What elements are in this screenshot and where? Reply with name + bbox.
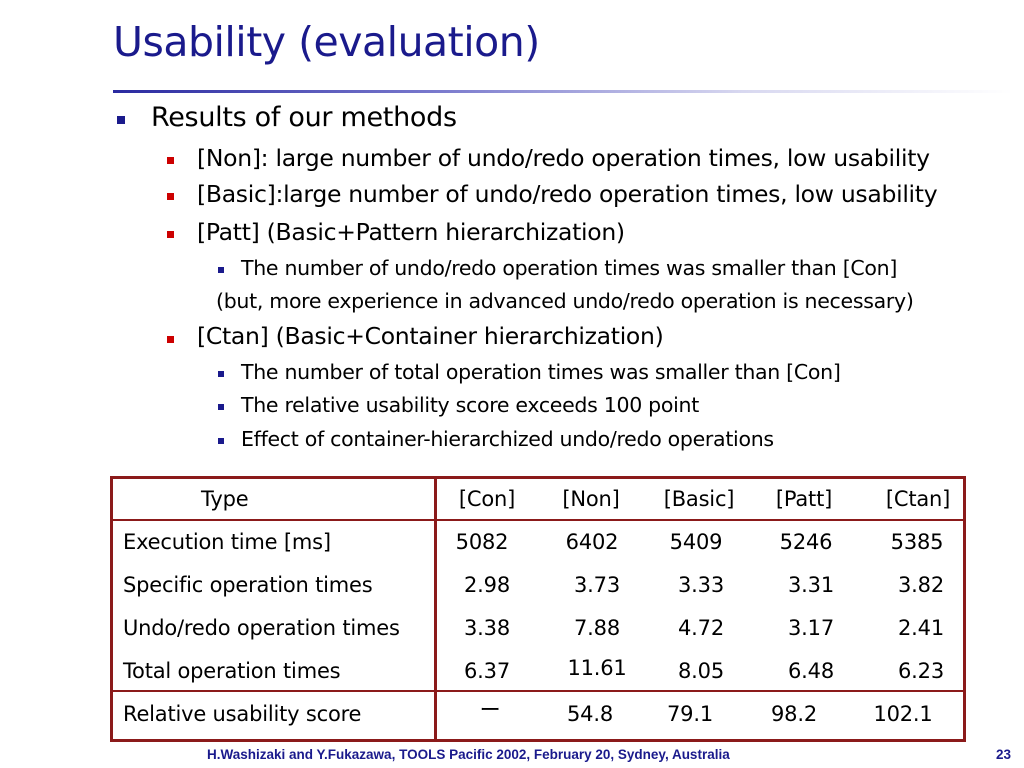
table-header-divider [110, 519, 966, 521]
table-cell: 6.37 [464, 659, 510, 683]
table-footer-divider [110, 690, 966, 692]
bullet-patt: [Patt] (Basic+Pattern hierarchization) [197, 218, 625, 246]
table-cell: 7.88 [574, 616, 620, 640]
table-column-divider [434, 476, 437, 742]
bullet-marker [167, 231, 174, 238]
table-cell: 2.98 [464, 573, 510, 597]
slide-footer: H.Washizaki and Y.Fukazawa, TOOLS Pacifi… [207, 747, 730, 762]
table-cell: 79.1 [667, 702, 713, 726]
table-row-label: Relative usability score [123, 702, 362, 726]
table-header-patt: [Patt] [775, 487, 833, 511]
table-header-ctan: [Ctan] [885, 487, 951, 511]
table-cell: 3.31 [788, 573, 834, 597]
table-cell: 3.73 [574, 573, 620, 597]
table-cell: 6.48 [788, 659, 834, 683]
bullet-ctan-sub3: Effect of container-hierarchized undo/re… [241, 427, 774, 451]
table-cell: 8.05 [678, 659, 724, 683]
slide-title: Usability (evaluation) [113, 18, 540, 66]
table-cell: 5409 [669, 530, 723, 554]
bullet-marker [218, 404, 224, 410]
bullet-ctan-sub2: The relative usability score exceeds 100… [241, 393, 699, 417]
bullet-marker [218, 267, 224, 273]
table-row-label: Undo/redo operation times [123, 616, 400, 640]
title-underline [113, 90, 1013, 93]
table-cell: 5246 [779, 530, 833, 554]
table-cell: 3.17 [788, 616, 834, 640]
bullet-ctan-sub1: The number of total operation times was … [241, 360, 841, 384]
table-cell: 3.33 [678, 573, 724, 597]
table-cell: 54.8 [567, 702, 613, 726]
table-cell: 3.38 [464, 616, 510, 640]
table-row-label: Specific operation times [123, 573, 373, 597]
table-cell: 2.41 [898, 616, 944, 640]
bullet-marker [117, 116, 125, 124]
bullet-marker [167, 336, 174, 343]
table-cell: 98.2 [771, 702, 817, 726]
table-header-con: [Con] [458, 487, 516, 511]
table-cell: 11.61 [567, 656, 627, 680]
table-cell: 102.1 [873, 702, 933, 726]
table-header-basic: [Basic] [663, 487, 735, 511]
bullet-marker [218, 371, 224, 377]
bullet-marker [218, 438, 224, 444]
bullet-marker [167, 157, 174, 164]
table-cell: 6.23 [898, 659, 944, 683]
table-cell: 3.82 [898, 573, 944, 597]
table-cell: ー [479, 698, 501, 722]
table-row-label: Total operation times [123, 659, 341, 683]
bullet-non: [Non]: large number of undo/redo operati… [197, 144, 930, 172]
table-header-type: Type [201, 487, 249, 511]
table-header-non: [Non] [562, 487, 620, 511]
table-cell: 6402 [565, 530, 619, 554]
bullet-patt-sub1: The number of undo/redo operation times … [241, 256, 898, 280]
bullet-basic: [Basic]:large number of undo/redo operat… [197, 180, 938, 208]
table-cell: 4.72 [678, 616, 724, 640]
bullet-results: Results of our methods [151, 102, 457, 133]
bullet-marker [167, 193, 174, 200]
table-cell: 5082 [455, 530, 509, 554]
bullet-patt-sub2: (but, more experience in advanced undo/r… [216, 289, 914, 313]
page-number: 23 [996, 747, 1012, 762]
bullet-ctan: [Ctan] (Basic+Container hierarchization) [197, 322, 664, 350]
table-row-label: Execution time [ms] [123, 530, 331, 554]
table-cell: 5385 [890, 530, 944, 554]
